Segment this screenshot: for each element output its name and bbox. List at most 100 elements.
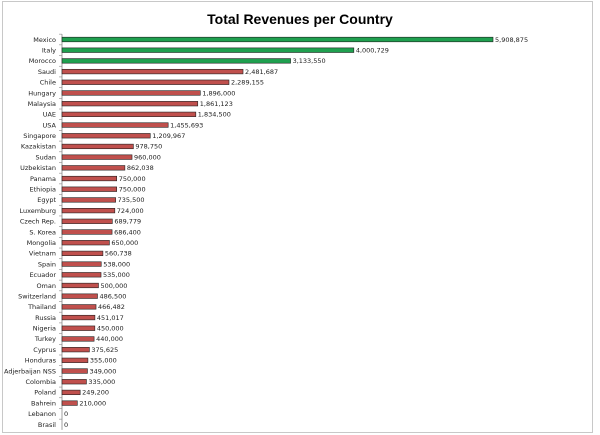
bar bbox=[61, 304, 97, 310]
bar bbox=[61, 133, 151, 139]
category-label: Singapore bbox=[23, 132, 56, 140]
bar bbox=[61, 379, 87, 385]
bar bbox=[61, 208, 116, 214]
category-label: Switzerland bbox=[18, 292, 56, 300]
category-label: USA bbox=[43, 121, 57, 129]
category-label: UAE bbox=[43, 111, 56, 119]
category-label: Morocco bbox=[29, 57, 56, 65]
bar bbox=[61, 165, 126, 171]
category-label: Brasil bbox=[38, 421, 56, 429]
bar bbox=[61, 368, 88, 374]
bar bbox=[61, 47, 355, 53]
bar bbox=[61, 111, 197, 117]
value-label: 440,000 bbox=[96, 335, 123, 343]
category-label: Panama bbox=[30, 175, 56, 183]
bar bbox=[61, 314, 96, 321]
bar bbox=[61, 293, 98, 299]
bar bbox=[61, 282, 99, 289]
value-label: 450,000 bbox=[97, 325, 124, 333]
bar bbox=[61, 79, 230, 85]
value-label: 1,834,500 bbox=[198, 111, 231, 119]
value-label: 535,000 bbox=[103, 271, 130, 279]
bar bbox=[61, 218, 113, 224]
category-label: Ecuador bbox=[29, 271, 56, 279]
category-label: Vietnam bbox=[29, 250, 56, 258]
value-label: 335,000 bbox=[88, 378, 115, 386]
bar bbox=[61, 325, 96, 331]
value-label: 1,896,000 bbox=[202, 89, 235, 97]
bar bbox=[61, 175, 118, 182]
value-label: 466,482 bbox=[98, 303, 125, 311]
category-label: Uzbekistan bbox=[20, 164, 56, 172]
bar bbox=[61, 154, 133, 160]
category-label: Spain bbox=[38, 260, 56, 268]
value-label: 1,209,967 bbox=[152, 132, 185, 140]
value-label: 724,000 bbox=[117, 207, 144, 215]
bar bbox=[61, 186, 118, 192]
category-label: Russia bbox=[35, 314, 56, 322]
category-label: Mongolia bbox=[27, 239, 56, 247]
bar bbox=[61, 58, 291, 64]
category-label: Thailand bbox=[27, 303, 56, 311]
value-label: 689,779 bbox=[114, 218, 141, 226]
bar bbox=[61, 347, 90, 353]
value-label: 0 bbox=[64, 410, 68, 418]
category-label: Turkey bbox=[34, 335, 56, 343]
category-label: Adjerbaijan NSS bbox=[4, 367, 56, 375]
value-label: 210,000 bbox=[79, 399, 106, 407]
category-label: Mexico bbox=[33, 36, 56, 44]
value-label: 375,625 bbox=[91, 346, 118, 354]
bar bbox=[61, 272, 102, 278]
category-label: Cyprus bbox=[33, 346, 56, 354]
value-label: 978,750 bbox=[135, 143, 162, 151]
bar bbox=[61, 143, 134, 150]
value-label: 486,500 bbox=[99, 292, 126, 300]
value-label: 0 bbox=[64, 421, 68, 429]
bar bbox=[61, 90, 201, 96]
bar bbox=[61, 240, 110, 246]
value-label: 500,000 bbox=[100, 282, 127, 290]
bar bbox=[61, 336, 95, 342]
value-label: 650,000 bbox=[111, 239, 138, 247]
value-label: 355,000 bbox=[90, 357, 117, 365]
category-label: Kazakistan bbox=[21, 143, 56, 151]
category-label: Poland bbox=[34, 389, 56, 397]
value-label: 249,200 bbox=[82, 389, 109, 397]
value-label: 538,000 bbox=[103, 260, 130, 268]
value-label: 4,000,729 bbox=[356, 46, 389, 54]
category-label: S. Korea bbox=[29, 228, 56, 236]
chart-title: Total Revenues per Country bbox=[207, 11, 393, 27]
category-label: Hungary bbox=[28, 89, 56, 97]
category-label: Saudi bbox=[38, 68, 56, 76]
category-label: Bahrein bbox=[31, 399, 56, 407]
value-label: 349,000 bbox=[89, 367, 116, 375]
bar bbox=[61, 389, 81, 396]
value-label: 1,861,123 bbox=[200, 100, 233, 108]
bar bbox=[61, 68, 244, 75]
bar bbox=[61, 36, 494, 43]
value-label: 5,908,875 bbox=[495, 36, 528, 44]
category-label: Honduras bbox=[25, 357, 57, 365]
value-label: 862,038 bbox=[127, 164, 154, 172]
value-label: 3,133,550 bbox=[293, 57, 326, 65]
category-label: Luxemburg bbox=[19, 207, 56, 215]
bar bbox=[61, 261, 102, 267]
bar bbox=[61, 357, 89, 363]
category-label: Oman bbox=[36, 282, 56, 290]
value-label: 1,455,693 bbox=[170, 121, 203, 129]
bar bbox=[61, 197, 116, 203]
value-label: 735,500 bbox=[118, 196, 145, 204]
value-label: 750,000 bbox=[119, 186, 146, 194]
category-label: Lebanon bbox=[28, 410, 56, 418]
bar bbox=[61, 122, 169, 128]
category-label: Italy bbox=[42, 46, 56, 54]
value-label: 560,738 bbox=[105, 250, 132, 258]
category-label: Nigeria bbox=[33, 325, 56, 333]
value-label: 750,000 bbox=[119, 175, 146, 183]
category-label: Malaysia bbox=[28, 100, 56, 108]
category-label: Ethiopia bbox=[30, 186, 56, 194]
value-label: 960,000 bbox=[134, 153, 161, 161]
category-label: Colombia bbox=[25, 378, 56, 386]
value-label: 2,289,155 bbox=[231, 79, 264, 87]
